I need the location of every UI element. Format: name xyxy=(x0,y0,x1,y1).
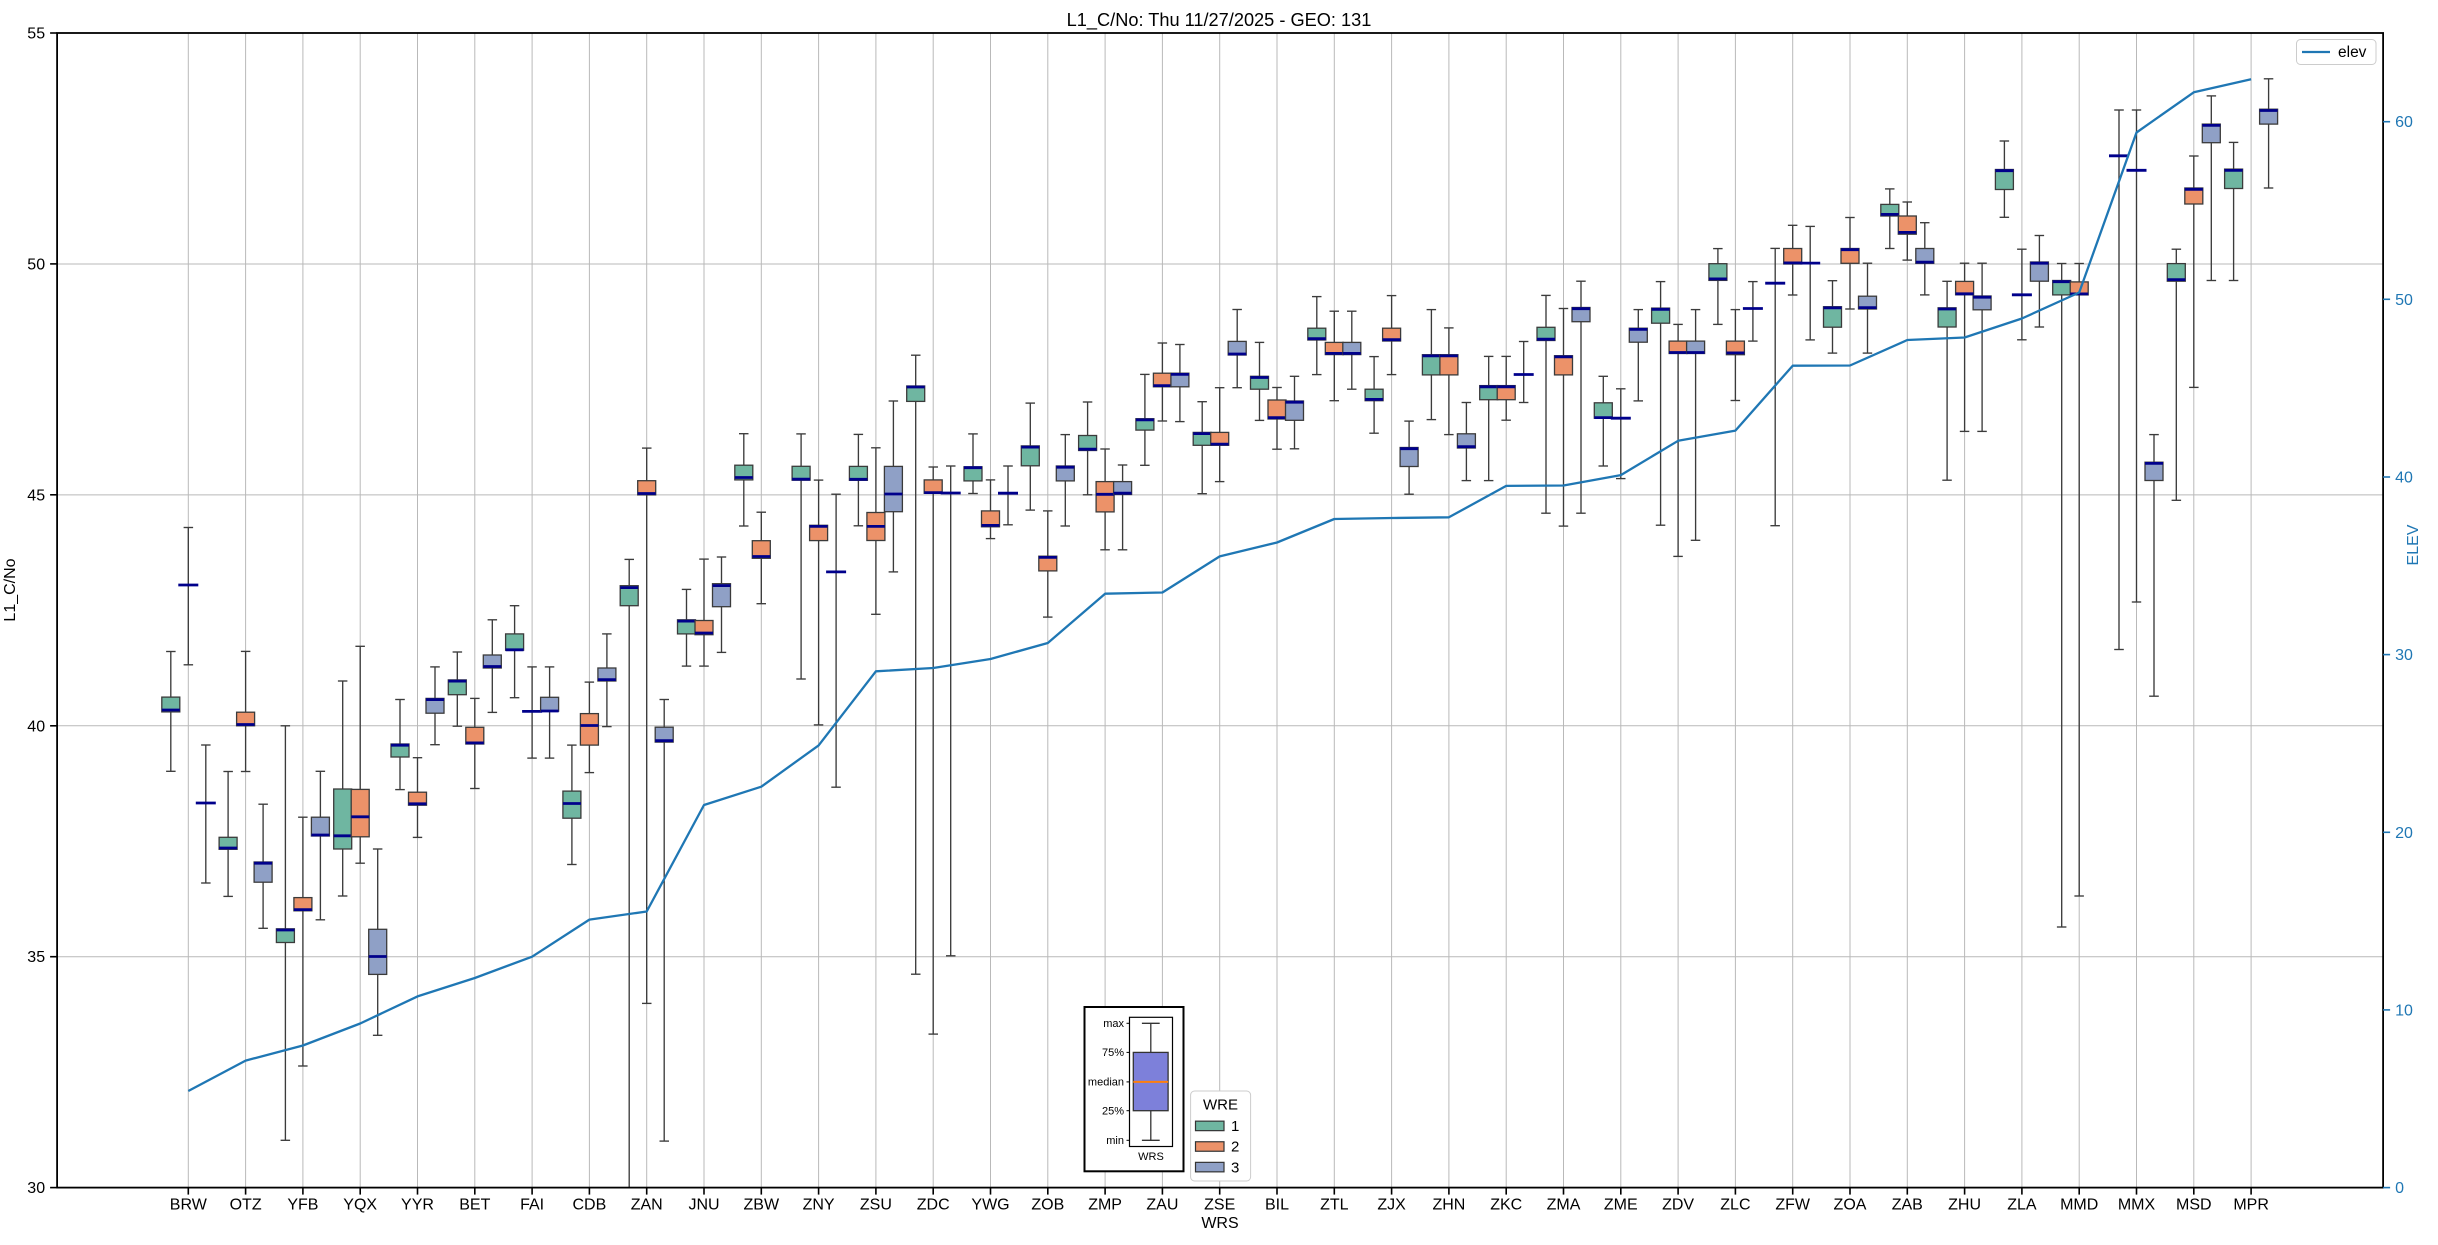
svg-text:30: 30 xyxy=(27,1180,45,1197)
svg-text:ELEV: ELEV xyxy=(2405,524,2422,565)
svg-text:YFB: YFB xyxy=(287,1197,318,1214)
svg-text:WRS: WRS xyxy=(1201,1215,1238,1232)
svg-text:ZOB: ZOB xyxy=(1031,1197,1064,1214)
svg-text:ZAU: ZAU xyxy=(1146,1197,1178,1214)
svg-text:BRW: BRW xyxy=(170,1197,208,1214)
svg-text:MSD: MSD xyxy=(2176,1197,2212,1214)
svg-text:35: 35 xyxy=(27,949,45,966)
svg-text:ZSU: ZSU xyxy=(860,1197,892,1214)
svg-text:ZFW: ZFW xyxy=(1775,1197,1811,1214)
svg-text:40: 40 xyxy=(27,718,45,735)
svg-text:10: 10 xyxy=(2395,1002,2413,1019)
svg-text:50: 50 xyxy=(27,256,45,273)
svg-text:0: 0 xyxy=(2395,1180,2404,1197)
svg-text:ZDV: ZDV xyxy=(1662,1197,1694,1214)
svg-text:ZME: ZME xyxy=(1604,1197,1638,1214)
svg-text:YWG: YWG xyxy=(971,1197,1009,1214)
svg-text:FAI: FAI xyxy=(520,1197,544,1214)
svg-text:YQX: YQX xyxy=(343,1197,377,1214)
svg-text:ZAB: ZAB xyxy=(1892,1197,1923,1214)
svg-text:ZLC: ZLC xyxy=(1720,1197,1750,1214)
svg-text:ZMA: ZMA xyxy=(1547,1197,1581,1214)
svg-text:L1_C/No: Thu 11/27/2025 - GEO:: L1_C/No: Thu 11/27/2025 - GEO: 131 xyxy=(1067,10,1372,31)
svg-text:30: 30 xyxy=(2395,647,2413,664)
svg-text:ZMP: ZMP xyxy=(1088,1197,1122,1214)
svg-text:ZBW: ZBW xyxy=(744,1197,780,1214)
svg-text:MMD: MMD xyxy=(2060,1197,2098,1214)
svg-text:OTZ: OTZ xyxy=(230,1197,262,1214)
svg-text:CDB: CDB xyxy=(573,1197,607,1214)
svg-text:45: 45 xyxy=(27,487,45,504)
svg-text:3: 3 xyxy=(1231,1159,1239,1176)
svg-text:WRS: WRS xyxy=(1138,1151,1164,1163)
svg-text:ZSE: ZSE xyxy=(1204,1197,1235,1214)
svg-text:elev: elev xyxy=(2338,44,2367,61)
svg-text:ZLA: ZLA xyxy=(2007,1197,2037,1214)
svg-text:50: 50 xyxy=(2395,292,2413,309)
svg-text:ZTL: ZTL xyxy=(1320,1197,1349,1214)
svg-text:BET: BET xyxy=(459,1197,490,1214)
svg-text:ZDC: ZDC xyxy=(917,1197,950,1214)
svg-text:WRE: WRE xyxy=(1203,1097,1238,1114)
svg-text:ZHN: ZHN xyxy=(1432,1197,1465,1214)
svg-text:L1_C/No: L1_C/No xyxy=(2,558,19,621)
svg-text:60: 60 xyxy=(2395,114,2413,131)
svg-text:ZKC: ZKC xyxy=(1490,1197,1522,1214)
svg-text:BIL: BIL xyxy=(1265,1197,1289,1214)
svg-text:median: median xyxy=(1088,1077,1124,1089)
svg-text:55: 55 xyxy=(27,26,45,43)
svg-text:max: max xyxy=(1103,1018,1124,1030)
svg-text:20: 20 xyxy=(2395,825,2413,842)
svg-text:min: min xyxy=(1106,1135,1124,1147)
svg-text:40: 40 xyxy=(2395,470,2413,487)
svg-text:MMX: MMX xyxy=(2118,1197,2156,1214)
svg-text:75%: 75% xyxy=(1102,1047,1124,1059)
svg-text:ZAN: ZAN xyxy=(631,1197,663,1214)
svg-text:2: 2 xyxy=(1231,1139,1239,1156)
svg-text:YYR: YYR xyxy=(401,1197,434,1214)
svg-text:25%: 25% xyxy=(1102,1106,1124,1118)
svg-text:MPR: MPR xyxy=(2233,1197,2269,1214)
svg-text:ZOA: ZOA xyxy=(1834,1197,1867,1214)
svg-text:ZHU: ZHU xyxy=(1948,1197,1981,1214)
svg-text:1: 1 xyxy=(1231,1118,1239,1135)
svg-text:ZNY: ZNY xyxy=(803,1197,835,1214)
svg-text:JNU: JNU xyxy=(688,1197,719,1214)
svg-text:ZJX: ZJX xyxy=(1377,1197,1406,1214)
